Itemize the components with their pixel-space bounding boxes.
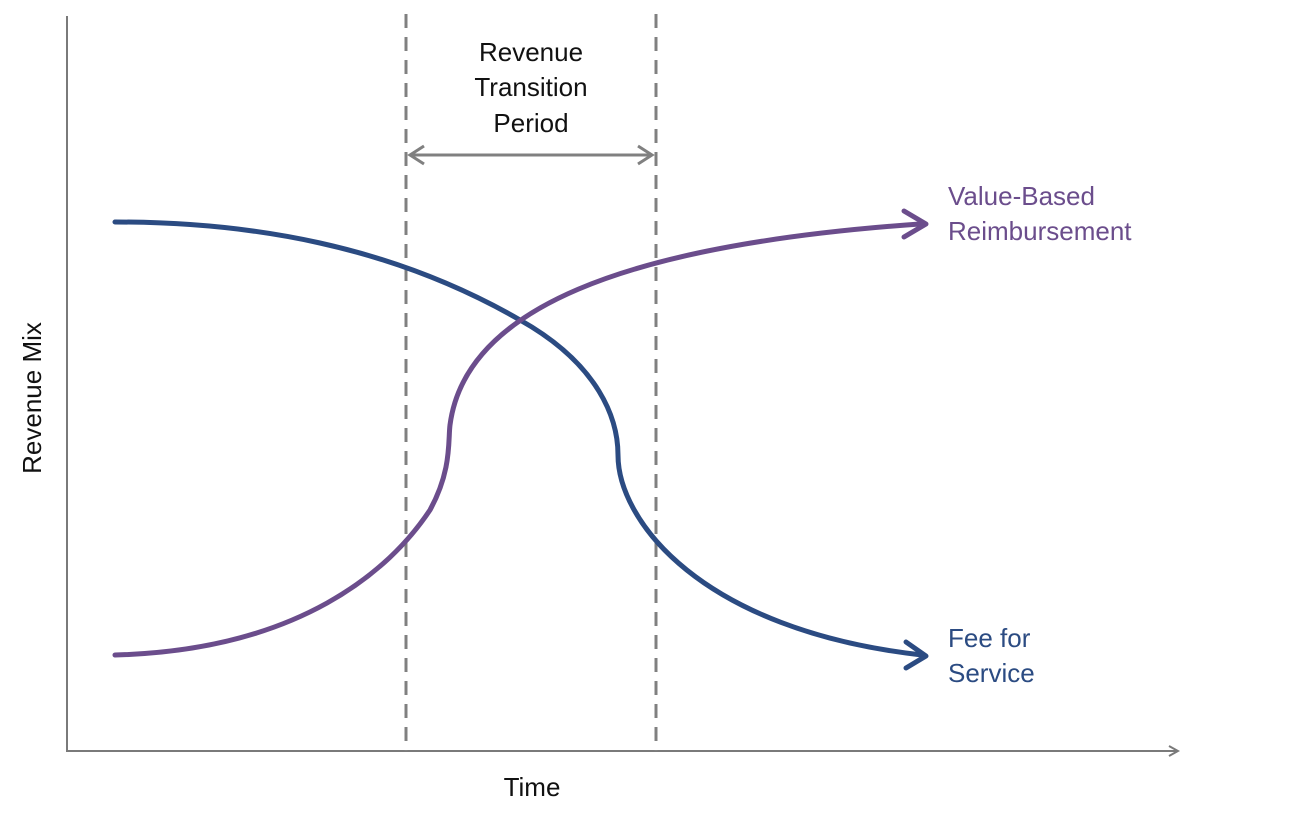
y-axis-label: Revenue Mix <box>17 322 47 474</box>
value-based-label-line-2: Reimbursement <box>948 216 1132 246</box>
value-based-label-line-1: Value-Based <box>948 181 1095 211</box>
transition-label-line-3: Period <box>493 108 568 138</box>
fee-for-service-label-line-1: Fee for <box>948 623 1031 653</box>
transition-span-arrow <box>407 144 655 166</box>
x-axis-label: Time <box>504 772 561 802</box>
transition-label-line-2: Transition <box>474 72 587 102</box>
fee-for-service-arrowhead <box>903 639 929 671</box>
fee-for-service-curve <box>112 219 925 658</box>
value-based-arrowhead <box>901 208 929 240</box>
transition-label-line-1: Revenue <box>479 37 583 67</box>
value-based-curve <box>112 221 923 658</box>
fee-for-service-label-line-2: Service <box>948 658 1035 688</box>
